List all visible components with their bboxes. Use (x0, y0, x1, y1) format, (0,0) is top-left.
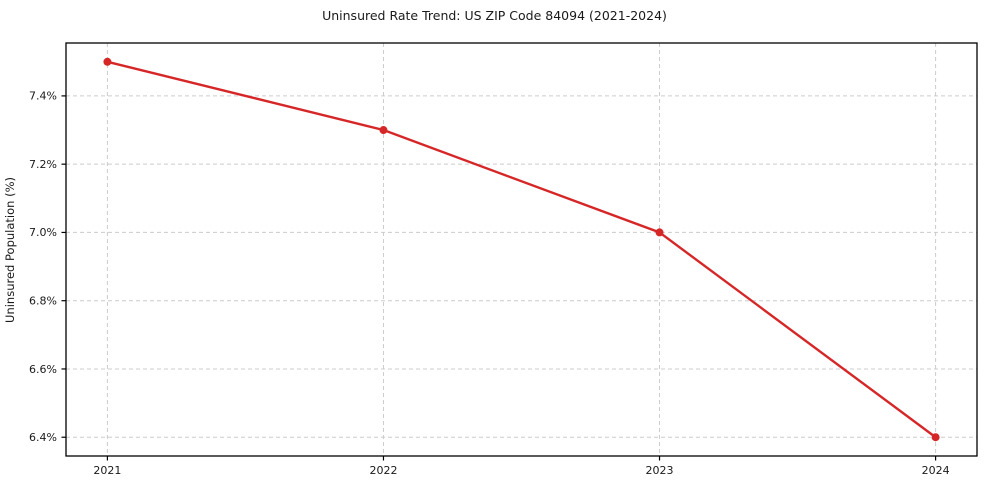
x-tick-label: 2021 (93, 464, 121, 477)
y-tick-label: 6.6% (29, 363, 57, 376)
tick-labels: 6.4% 6.6% 6.8% 7.0% 7.2% 7.4% 2021 2022 2023 2024 (29, 90, 950, 477)
x-tick-label: 2024 (922, 464, 950, 477)
data-series (103, 57, 940, 442)
x-tick-label: 2023 (646, 464, 674, 477)
axes (61, 42, 978, 461)
data-point-2021 (103, 57, 112, 66)
y-tick-label: 7.2% (29, 158, 57, 171)
plot-border (65, 42, 978, 457)
y-tick-label: 6.8% (29, 294, 57, 307)
x-tick-label: 2022 (369, 464, 397, 477)
chart-title: Uninsured Rate Trend: US ZIP Code 84094 … (322, 8, 667, 23)
data-point-2024 (931, 433, 940, 442)
data-point-2022 (379, 126, 388, 135)
y-tick-label: 6.4% (29, 431, 57, 444)
y-tick-label: 7.4% (29, 90, 57, 103)
trend-line (106, 60, 937, 439)
gridlines (66, 43, 977, 456)
y-tick-label: 7.0% (29, 226, 57, 239)
y-axis-label: Uninsured Population (%) (3, 177, 17, 323)
data-point-2023 (655, 228, 664, 237)
